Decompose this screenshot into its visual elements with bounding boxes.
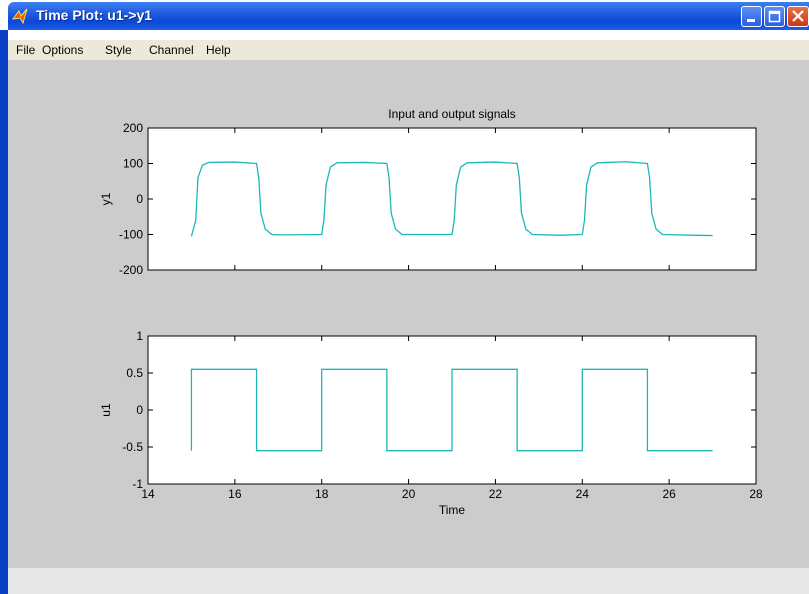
close-button[interactable]: [787, 6, 809, 27]
bottom-axes-series-line: [190, 368, 713, 452]
menu-style[interactable]: Style: [105, 43, 132, 57]
bottom-axes-xtick-label: 18: [315, 487, 329, 501]
top-axes-ytick-label: 200: [123, 121, 143, 135]
menu-bar: File Options Style Channel Help: [8, 40, 809, 60]
top-axes-ytick-label: -200: [119, 263, 143, 277]
window-title: Time Plot: u1->y1: [36, 7, 153, 23]
menu-help[interactable]: Help: [206, 43, 231, 57]
bottom-axes-ytick-label: 0: [136, 403, 143, 417]
maximize-icon: [768, 10, 781, 23]
bottom-axes-xtick-label: 28: [749, 487, 763, 501]
maximize-button[interactable]: [764, 6, 785, 27]
title-bar[interactable]: Time Plot: u1->y1: [8, 2, 809, 30]
minimize-icon: [747, 19, 755, 22]
close-icon: [792, 10, 804, 22]
top-axes-box: [147, 127, 757, 271]
status-bar: [8, 568, 809, 594]
bottom-axes-xtick-label: 22: [489, 487, 503, 501]
menu-channel[interactable]: Channel: [149, 43, 194, 57]
bottom-axes-xtick-label: 20: [402, 487, 416, 501]
bottom-axes-ylabel: u1: [99, 403, 113, 417]
top-axes-series-line: [190, 161, 713, 237]
top-axes-ytick-label: 100: [123, 157, 143, 171]
bottom-axes-ytick-label: -1: [132, 477, 143, 491]
matlab-logo-icon: [11, 8, 28, 25]
top-axes-title: Input and output signals: [388, 107, 515, 121]
top-axes-ytick-label: 0: [136, 192, 143, 206]
menu-options[interactable]: Options: [42, 43, 84, 57]
bottom-axes-xtick-label: 14: [141, 487, 155, 501]
minimize-button[interactable]: [741, 6, 762, 27]
bottom-axes-ytick-label: 1: [136, 329, 143, 343]
menu-file[interactable]: File: [16, 43, 36, 57]
top-axes-ylabel: y1: [99, 192, 113, 205]
figure-area: -200 -100 0 100 200 Input and output signals y…: [8, 60, 809, 568]
top-axes-ytick-label: -100: [119, 228, 143, 242]
bottom-axes-xtick-label: 16: [228, 487, 242, 501]
bottom-axes-xtick-label: 26: [662, 487, 676, 501]
bottom-axes-xlabel: Time: [439, 503, 466, 517]
bottom-axes-ytick-label: 0.5: [126, 366, 143, 380]
bottom-axes-xtick-label: 24: [576, 487, 590, 501]
window-left-border: [0, 30, 8, 594]
bottom-axes-ytick-label: -0.5: [122, 440, 143, 454]
